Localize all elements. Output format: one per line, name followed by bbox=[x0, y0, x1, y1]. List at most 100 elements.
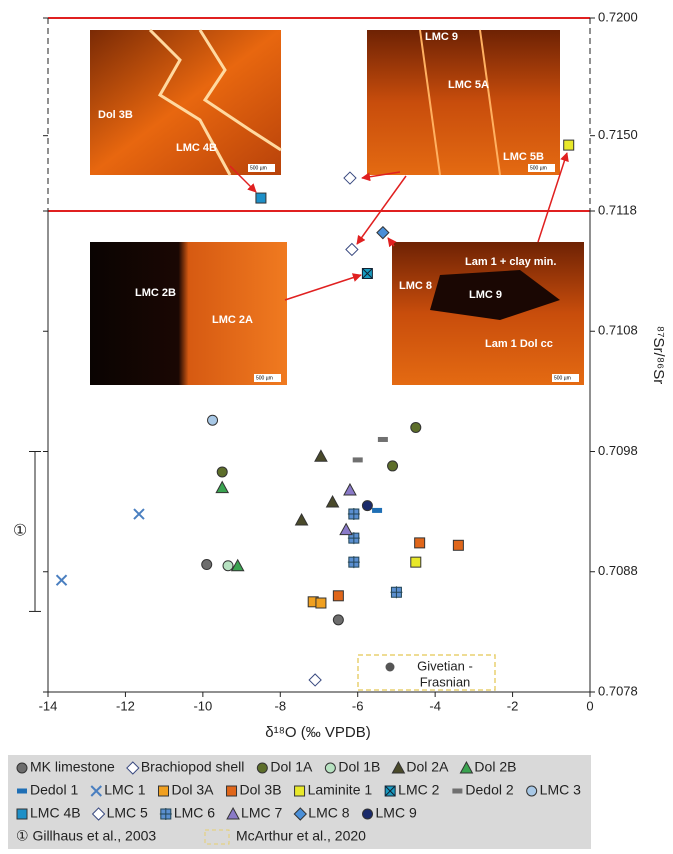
point bbox=[344, 484, 356, 495]
scale-label: 500 µm bbox=[256, 375, 273, 381]
y-axis-label: ⁸⁷Sr/⁸⁶Sr bbox=[650, 326, 667, 384]
point bbox=[378, 437, 388, 442]
legend-symbol bbox=[17, 763, 27, 773]
legend-label: McArthur et al., 2020 bbox=[236, 828, 366, 844]
legend-label: Dol 1A bbox=[270, 759, 313, 775]
legend-label: LMC 3 bbox=[540, 782, 581, 798]
point bbox=[415, 538, 425, 548]
x-tick-label: -14 bbox=[39, 698, 58, 713]
chart: Dol 3B LMC 4B 500 µm LMC 9 LMC 5A LMC 5B 500 µ… bbox=[0, 0, 673, 849]
point bbox=[411, 557, 421, 567]
point bbox=[202, 560, 212, 570]
photo-label: LMC 5B bbox=[503, 151, 544, 163]
legend-label: Dedol 2 bbox=[465, 782, 513, 798]
point bbox=[348, 556, 360, 568]
point bbox=[327, 496, 339, 507]
scale-label: 500 µm bbox=[554, 375, 571, 381]
y-tick-label: 0.7108 bbox=[598, 323, 638, 338]
point bbox=[309, 674, 321, 686]
photo-label: Dol 3B bbox=[98, 109, 133, 121]
photo-label: LMC 9 bbox=[425, 31, 458, 43]
legend-label: LMC 2 bbox=[398, 782, 439, 798]
point bbox=[57, 575, 67, 585]
point bbox=[256, 193, 266, 203]
photo-label: LMC 2B bbox=[135, 287, 176, 299]
photo-label: Lam 1 + clay min. bbox=[465, 256, 556, 268]
legend-label: Dol 2B bbox=[474, 759, 516, 775]
point bbox=[134, 509, 144, 519]
annotation-dot bbox=[386, 663, 395, 672]
point bbox=[348, 508, 360, 520]
point bbox=[346, 243, 358, 255]
point bbox=[316, 598, 326, 608]
legend-label: LMC 7 bbox=[241, 805, 282, 821]
legend-label: LMC 4B bbox=[30, 805, 81, 821]
legend-symbol bbox=[325, 763, 335, 773]
point bbox=[217, 467, 227, 477]
photomicrograph bbox=[90, 242, 287, 385]
x-tick-label: -2 bbox=[507, 698, 519, 713]
legend-symbol bbox=[385, 786, 395, 796]
legend-label: Laminite 1 bbox=[308, 782, 373, 798]
photo-label: LMC 8 bbox=[399, 280, 432, 292]
point bbox=[564, 140, 574, 150]
legend-label: LMC 8 bbox=[308, 805, 349, 821]
legend-symbol bbox=[17, 789, 27, 794]
point bbox=[362, 269, 372, 279]
legend-symbol bbox=[452, 789, 462, 794]
x-tick-label: -4 bbox=[429, 698, 441, 713]
legend-symbol bbox=[160, 808, 172, 820]
point bbox=[208, 415, 218, 425]
photo-label: LMC 5A bbox=[448, 79, 489, 91]
scale-label: 500 µm bbox=[250, 165, 267, 171]
legend-label: Brachiopod shell bbox=[141, 759, 245, 775]
point bbox=[315, 450, 327, 461]
legend-label: LMC 1 bbox=[104, 782, 145, 798]
page: {"chart_data": { "type": "scatter", "xla… bbox=[0, 0, 673, 854]
range-label: ① bbox=[13, 523, 27, 540]
legend-label: LMC 6 bbox=[174, 805, 215, 821]
y-tick-label: 0.7078 bbox=[598, 683, 638, 698]
legend-label: Dol 2A bbox=[406, 759, 449, 775]
point bbox=[353, 457, 363, 462]
x-tick-label: -12 bbox=[116, 698, 135, 713]
legend-label: Dol 1B bbox=[338, 759, 380, 775]
point bbox=[223, 561, 233, 571]
point bbox=[296, 514, 308, 525]
point bbox=[333, 615, 343, 625]
photo-label: LMC 2A bbox=[212, 314, 253, 326]
point bbox=[232, 560, 244, 571]
point bbox=[362, 501, 372, 511]
point bbox=[372, 508, 382, 513]
point bbox=[344, 172, 356, 184]
point bbox=[411, 422, 421, 432]
photo-label: Lam 1 Dol cc bbox=[485, 338, 553, 350]
x-tick-label: -6 bbox=[352, 698, 364, 713]
point bbox=[333, 591, 343, 601]
x-tick-label: 0 bbox=[586, 698, 593, 713]
legend-label: ① Gillhaus et al., 2003 bbox=[16, 828, 156, 844]
point bbox=[388, 461, 398, 471]
y-tick-label: 0.7200 bbox=[598, 9, 638, 24]
legend-symbol bbox=[363, 809, 373, 819]
y-tick-label: 0.7118 bbox=[598, 202, 637, 217]
x-axis-label: δ¹⁸O (‰ VPDB) bbox=[265, 724, 371, 741]
y-tick-label: 0.7088 bbox=[598, 563, 638, 578]
photo-label: LMC 4B bbox=[176, 142, 217, 154]
legend-label: MK limestone bbox=[30, 759, 115, 775]
scale-label: 500 µm bbox=[530, 165, 547, 171]
legend-symbol bbox=[17, 809, 27, 819]
legend-symbol bbox=[159, 786, 169, 796]
point bbox=[390, 586, 402, 598]
point bbox=[377, 227, 389, 239]
annotation-text: Frasnian bbox=[420, 674, 471, 689]
y-tick-label: 0.7150 bbox=[598, 127, 638, 142]
x-tick-label: -10 bbox=[193, 698, 212, 713]
annotation-text: Givetian - bbox=[417, 658, 473, 673]
y-tick-label: 0.7098 bbox=[598, 443, 638, 458]
legend-symbol bbox=[527, 786, 537, 796]
point bbox=[453, 540, 463, 550]
legend-symbol bbox=[257, 763, 267, 773]
legend-label: Dedol 1 bbox=[30, 782, 78, 798]
x-tick-label: -8 bbox=[275, 698, 287, 713]
